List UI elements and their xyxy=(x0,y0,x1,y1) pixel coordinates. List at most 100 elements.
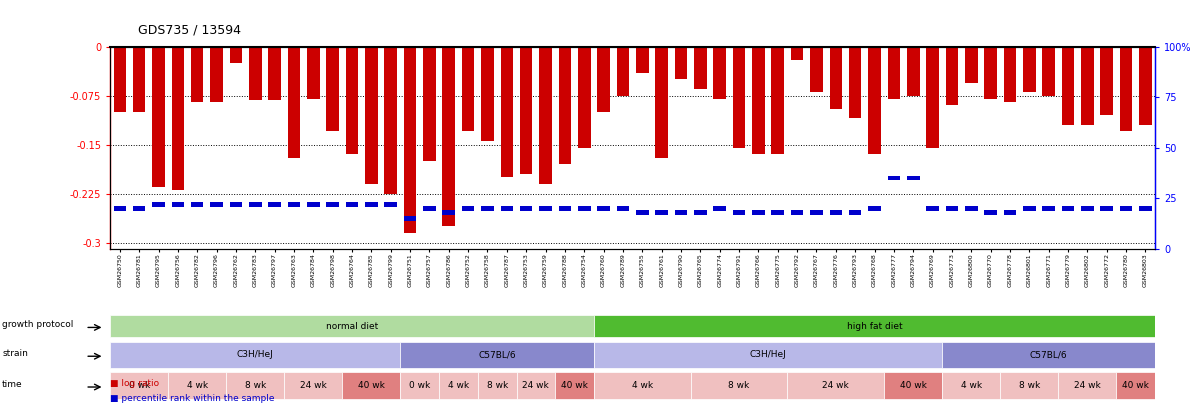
Text: GDS735 / 13594: GDS735 / 13594 xyxy=(138,23,241,36)
Bar xyxy=(942,373,1001,399)
Bar xyxy=(287,202,300,207)
Bar xyxy=(400,373,439,399)
Bar xyxy=(230,47,242,63)
Bar xyxy=(771,210,784,215)
Text: 0 wk: 0 wk xyxy=(128,381,150,390)
Bar xyxy=(578,47,590,148)
Bar xyxy=(168,373,226,399)
Text: 24 wk: 24 wk xyxy=(1074,381,1101,390)
Bar xyxy=(830,47,843,109)
Bar xyxy=(400,342,594,368)
Bar xyxy=(346,202,358,207)
Text: 8 wk: 8 wk xyxy=(486,381,508,390)
Bar xyxy=(810,47,822,92)
Bar xyxy=(365,47,378,184)
Bar xyxy=(1062,47,1075,125)
Bar xyxy=(559,47,571,164)
Bar xyxy=(462,206,474,211)
Bar xyxy=(519,47,533,174)
Bar xyxy=(287,47,300,158)
Bar xyxy=(268,202,281,207)
Bar xyxy=(384,47,397,194)
Bar xyxy=(616,47,630,96)
Bar xyxy=(887,176,900,181)
Bar xyxy=(133,47,146,112)
Bar xyxy=(190,202,203,207)
Bar xyxy=(1023,47,1035,92)
Bar xyxy=(907,176,919,181)
Bar xyxy=(1081,47,1094,125)
Text: 4 wk: 4 wk xyxy=(961,381,982,390)
Bar xyxy=(752,210,765,215)
Text: 40 wk: 40 wk xyxy=(900,381,926,390)
Text: 0 wk: 0 wk xyxy=(409,381,431,390)
Bar xyxy=(675,47,687,79)
Bar xyxy=(830,210,843,215)
Text: 8 wk: 8 wk xyxy=(1019,381,1040,390)
Text: ■ percentile rank within the sample: ■ percentile rank within the sample xyxy=(110,394,274,403)
Bar xyxy=(249,47,262,100)
Bar xyxy=(230,202,242,207)
Bar xyxy=(733,47,746,148)
Bar xyxy=(791,47,803,60)
Text: C3H/HeJ: C3H/HeJ xyxy=(749,350,786,359)
Bar xyxy=(655,210,668,215)
Bar xyxy=(691,373,788,399)
Bar xyxy=(965,47,978,83)
Bar xyxy=(327,47,339,132)
Bar xyxy=(594,342,942,368)
Text: strain: strain xyxy=(2,349,28,358)
Bar xyxy=(636,47,649,73)
Bar xyxy=(694,47,706,89)
Bar xyxy=(946,47,959,105)
Text: 8 wk: 8 wk xyxy=(729,381,749,390)
Bar xyxy=(171,47,184,190)
Bar xyxy=(249,202,262,207)
Bar xyxy=(942,342,1155,368)
Text: 4 wk: 4 wk xyxy=(187,381,208,390)
Bar xyxy=(1119,47,1132,132)
Bar xyxy=(1119,206,1132,211)
Text: 24 wk: 24 wk xyxy=(300,381,327,390)
Bar xyxy=(907,47,919,96)
Bar xyxy=(327,202,339,207)
Bar xyxy=(443,47,455,226)
Bar xyxy=(500,206,514,211)
Bar xyxy=(1043,206,1055,211)
Text: high fat diet: high fat diet xyxy=(846,322,903,331)
Bar xyxy=(133,206,146,211)
Bar xyxy=(384,202,397,207)
Bar xyxy=(885,373,942,399)
Bar xyxy=(788,373,885,399)
Text: 4 wk: 4 wk xyxy=(632,381,652,390)
Bar xyxy=(443,210,455,215)
Bar xyxy=(771,47,784,154)
Bar xyxy=(578,206,590,211)
Bar xyxy=(346,47,358,154)
Text: 24 wk: 24 wk xyxy=(522,381,549,390)
Bar xyxy=(984,210,997,215)
Bar xyxy=(481,47,494,141)
Bar xyxy=(171,202,184,207)
Bar xyxy=(849,210,862,215)
Bar xyxy=(306,202,320,207)
Bar xyxy=(555,373,594,399)
Text: C57BL/6: C57BL/6 xyxy=(1029,350,1068,359)
Bar xyxy=(226,373,284,399)
Bar xyxy=(439,373,478,399)
Bar xyxy=(500,47,514,177)
Bar xyxy=(1140,47,1152,125)
Bar xyxy=(1003,47,1016,102)
Bar xyxy=(519,206,533,211)
Bar xyxy=(655,47,668,158)
Bar xyxy=(114,47,126,112)
Bar xyxy=(1023,206,1035,211)
Bar xyxy=(342,373,400,399)
Bar xyxy=(713,206,727,211)
Bar xyxy=(1043,47,1055,96)
Text: 24 wk: 24 wk xyxy=(822,381,849,390)
Text: growth protocol: growth protocol xyxy=(2,320,73,329)
Text: 4 wk: 4 wk xyxy=(448,381,469,390)
Bar xyxy=(1062,206,1075,211)
Bar xyxy=(423,206,436,211)
